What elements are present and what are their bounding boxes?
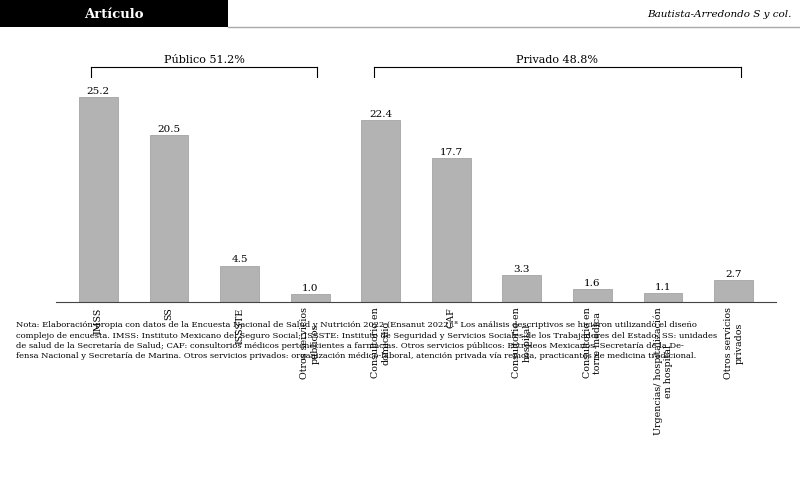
Text: Público 51.2%: Público 51.2% xyxy=(164,55,245,65)
Bar xyxy=(573,289,612,303)
Bar xyxy=(362,121,400,303)
Bar xyxy=(79,98,118,303)
Text: Privado 48.8%: Privado 48.8% xyxy=(516,55,598,65)
Bar xyxy=(502,276,542,303)
Text: 25.2: 25.2 xyxy=(86,86,110,96)
Text: 20.5: 20.5 xyxy=(158,125,181,134)
Bar xyxy=(644,294,682,303)
Text: 2.7: 2.7 xyxy=(726,269,742,279)
Bar xyxy=(714,281,753,303)
Text: 1.1: 1.1 xyxy=(655,283,671,291)
Text: 17.7: 17.7 xyxy=(440,147,463,157)
Text: 4.5: 4.5 xyxy=(231,255,248,264)
Bar xyxy=(150,136,188,303)
Text: 1.6: 1.6 xyxy=(584,279,601,287)
Bar xyxy=(432,159,470,303)
Text: 22.4: 22.4 xyxy=(369,109,392,119)
Bar xyxy=(290,294,330,303)
Text: 1.0: 1.0 xyxy=(302,284,318,292)
Text: Bautista-Arredondo S y col.: Bautista-Arredondo S y col. xyxy=(648,10,792,19)
Bar xyxy=(0,0,228,28)
Text: Nota: Elaboración propia con datos de la Encuesta Nacional de Salud y Nutrición : Nota: Elaboración propia con datos de la… xyxy=(16,321,717,360)
Text: 3.3: 3.3 xyxy=(514,264,530,274)
Text: Artículo: Artículo xyxy=(84,8,144,20)
Bar xyxy=(220,266,259,303)
